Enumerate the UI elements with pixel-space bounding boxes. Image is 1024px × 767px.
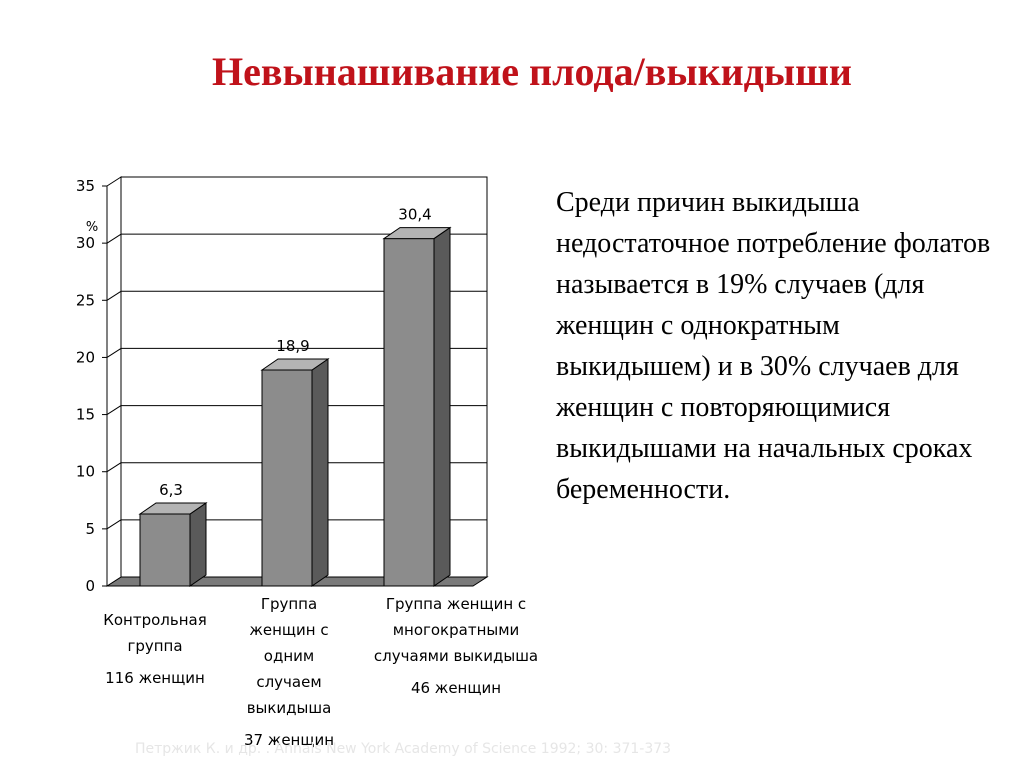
bar xyxy=(383,238,435,587)
bar xyxy=(139,513,191,587)
bar-side xyxy=(311,358,329,587)
bar-top xyxy=(260,358,330,371)
y-tick-label: 30 xyxy=(76,234,95,252)
y-tick-label: 35 xyxy=(76,177,95,195)
data-label: 6,3 xyxy=(159,481,183,499)
gridline-side xyxy=(106,348,122,358)
bar-side xyxy=(433,226,451,587)
gridline-side xyxy=(106,462,122,473)
gridline-side xyxy=(106,519,122,530)
gridline-side xyxy=(106,233,122,244)
y-axis-label: % xyxy=(86,220,98,235)
data-label: 30,4 xyxy=(398,206,431,224)
category-count: 46 женщин xyxy=(410,679,502,697)
bar-top xyxy=(382,227,452,240)
slide-title: Невынашивание плода/выкидыши xyxy=(212,49,852,94)
y-tick-label: 10 xyxy=(76,463,95,481)
bar xyxy=(261,369,313,587)
category-label-single: Группа женщин с одним случаем выкидыша 3… xyxy=(233,591,345,753)
gridline-side xyxy=(106,405,122,415)
category-label-control: Контрольная группа 116 женщин xyxy=(88,607,222,691)
citation: Петржик К. и др. . Annals New York Acade… xyxy=(135,741,672,757)
y-tick-label: 20 xyxy=(76,348,95,366)
category-name: Группа женщин с одним случаем выкидыша xyxy=(246,595,332,717)
data-label: 18,9 xyxy=(276,337,309,355)
y-tick-label: 5 xyxy=(85,520,95,538)
category-count: 37 женщин xyxy=(243,731,335,749)
category-count: 116 женщин xyxy=(105,669,205,687)
description-text: Среди причин выкидыша недостаточное потр… xyxy=(556,187,991,505)
bar-side xyxy=(189,502,207,587)
y-tick-label: 15 xyxy=(76,406,95,424)
category-name: Группа женщин с многократными случаями в… xyxy=(373,595,539,665)
category-label-multiple: Группа женщин с многократными случаями в… xyxy=(368,591,544,701)
category-name: Контрольная группа xyxy=(103,611,207,655)
bar-top xyxy=(138,502,208,515)
y-tick-label: 25 xyxy=(76,291,95,309)
y-tick-label: 0 xyxy=(85,577,95,595)
gridline-side xyxy=(106,290,122,301)
